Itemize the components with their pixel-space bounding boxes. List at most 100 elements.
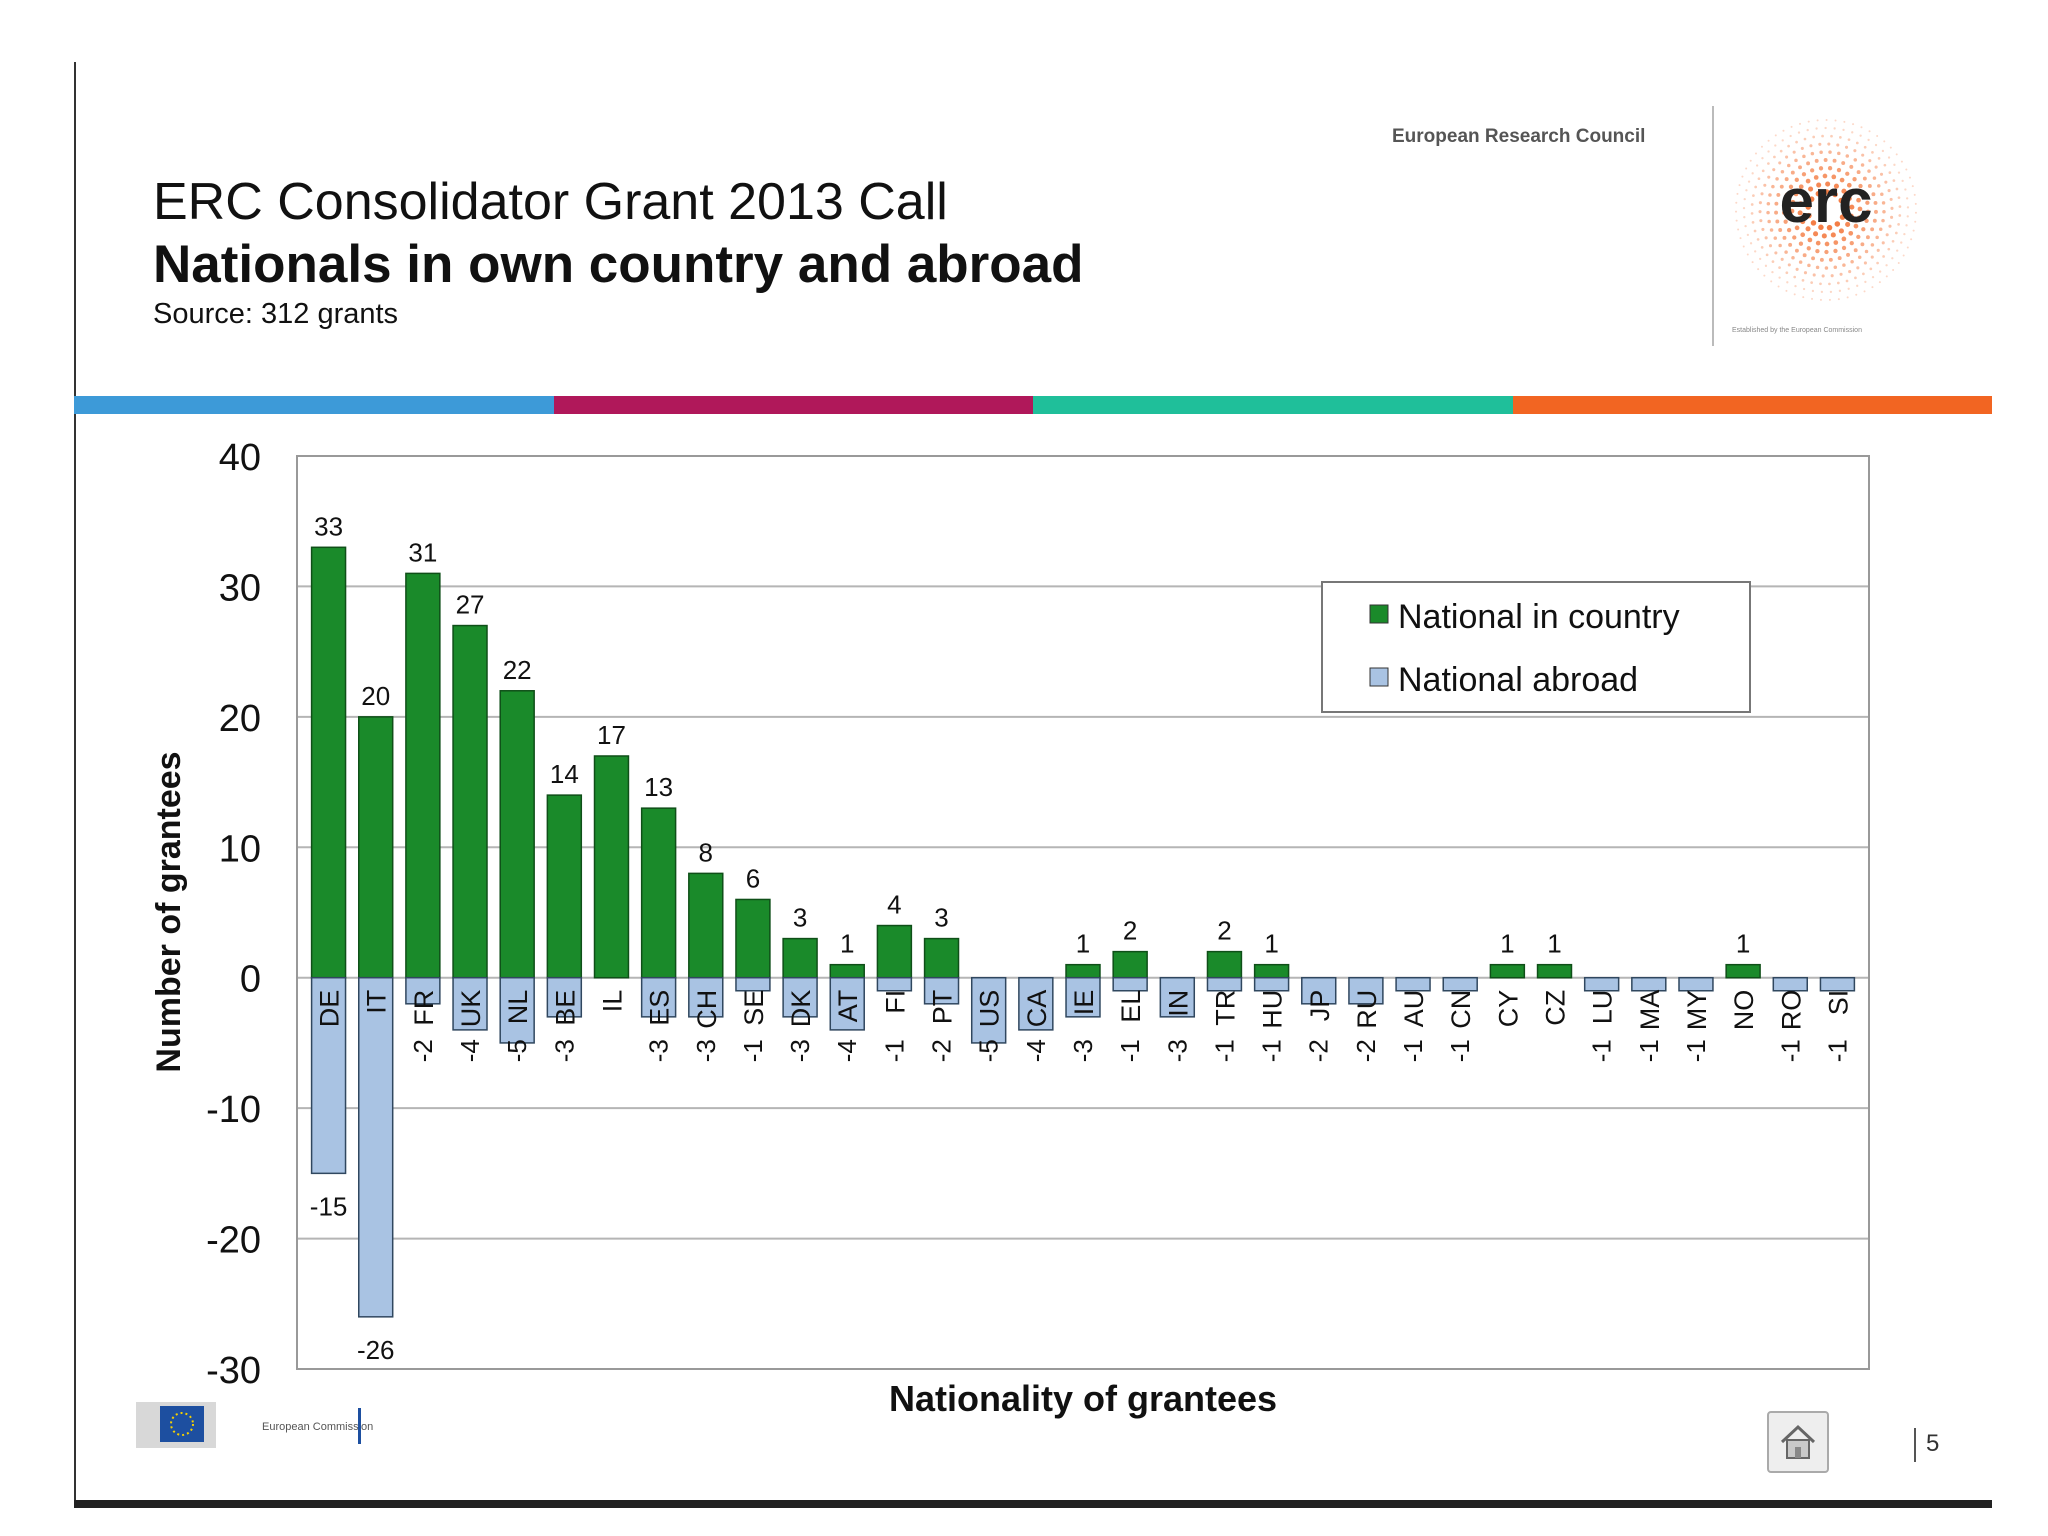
category-label: UK	[456, 990, 486, 1028]
data-label-abroad: -3	[785, 1039, 815, 1062]
bar-abroad-US	[970, 976, 1007, 1044]
y-tick-label: 30	[219, 567, 261, 609]
category-label: CZ	[1541, 990, 1571, 1026]
data-labels: 33-1520-2631-227-422-514-31713-38-36-13-…	[310, 511, 1853, 1365]
data-label-abroad: -3	[549, 1039, 579, 1062]
data-label-abroad: -4	[1021, 1039, 1051, 1062]
bar-in-country-DE	[310, 546, 347, 979]
data-label-abroad: -4	[832, 1039, 862, 1062]
data-label-in-country: 20	[361, 681, 390, 711]
data-label-abroad: -5	[502, 1039, 532, 1062]
y-axis-label: Number of grantees	[150, 751, 188, 1072]
bar-abroad-CH	[688, 976, 724, 1018]
bar-abroad-RO	[1772, 976, 1808, 992]
data-label-in-country: 27	[456, 590, 485, 620]
left-border-line	[74, 62, 76, 1508]
category-label: IT	[362, 990, 392, 1014]
category-label: ES	[645, 990, 675, 1026]
category-label: AU	[1399, 990, 1429, 1028]
data-label-abroad: -1	[879, 1039, 909, 1062]
legend-label-in-country: National in country	[1398, 598, 1680, 636]
category-labels: DE IT FR UK NL BE IL ES CH SE DK AT FI PT US CA IE EL IN TR…	[315, 990, 1854, 1031]
data-label-abroad: -1	[1398, 1039, 1428, 1062]
category-label: DE	[315, 990, 345, 1028]
data-label-abroad: -1	[1587, 1039, 1617, 1062]
data-label-abroad: -2	[927, 1039, 957, 1062]
data-label-abroad: -3	[644, 1039, 674, 1062]
category-label: JP	[1305, 990, 1335, 1022]
data-label-in-country: 1	[1264, 929, 1278, 959]
erc-council-name: European Research Council	[1392, 126, 1646, 147]
data-label-abroad: -2	[1304, 1039, 1334, 1062]
bar-in-country-IE	[1065, 963, 1101, 979]
data-label-abroad: -3	[691, 1039, 721, 1062]
data-label-abroad: -15	[310, 1191, 348, 1221]
bar-in-country-IT	[358, 716, 394, 979]
data-label-in-country: 1	[1076, 929, 1090, 959]
category-label: FR	[409, 990, 439, 1026]
data-label-abroad: -1	[1634, 1039, 1664, 1062]
page-number: 5	[1926, 1430, 1940, 1457]
bar-in-country-FR	[405, 572, 441, 979]
data-label-in-country: 13	[644, 772, 673, 802]
bar-in-country-ES	[640, 807, 677, 979]
home-button[interactable]	[1767, 1411, 1829, 1473]
color-stripe-bar	[74, 396, 1992, 414]
y-tick-label: 0	[240, 959, 261, 1001]
bar-in-country-PT	[923, 937, 960, 979]
bar-abroad-TR	[1206, 976, 1243, 992]
data-label-abroad: -1	[1209, 1039, 1239, 1062]
bar-in-country-BE	[546, 794, 583, 979]
bar-in-country-CY	[1489, 963, 1526, 979]
category-label: NL	[503, 990, 533, 1025]
european-commission-logo: European Commission	[136, 1402, 373, 1448]
data-label-abroad: -1	[1257, 1039, 1287, 1062]
bar-abroad-SI	[1819, 976, 1856, 992]
bar-abroad-CA	[1018, 976, 1054, 1031]
category-label: RO	[1776, 990, 1806, 1031]
legend: National in country National abroad	[1321, 581, 1751, 713]
category-label: TR	[1210, 990, 1240, 1026]
data-label-abroad: -1	[1445, 1039, 1475, 1062]
source-note: Source: 312 grants	[153, 298, 399, 330]
category-label: BE	[550, 990, 580, 1026]
category-label: DK	[786, 990, 816, 1028]
data-label-abroad: -1	[1681, 1039, 1711, 1062]
bar-abroad-EL	[1112, 976, 1148, 992]
x-axis-label: Nationality of grantees	[889, 1378, 1277, 1419]
y-tick-label: -20	[206, 1220, 261, 1262]
category-label: CY	[1493, 990, 1523, 1028]
bar-in-country-UK	[452, 624, 488, 979]
category-label: FI	[880, 990, 910, 1014]
stripe-magenta	[553, 396, 1033, 414]
category-label: CH	[692, 990, 722, 1029]
data-label-abroad: -1	[1775, 1039, 1805, 1062]
bar-abroad-HU	[1253, 976, 1290, 992]
bar-abroad-FI	[876, 976, 913, 992]
data-label-in-country: 1	[840, 929, 854, 959]
bar-in-country-SE	[735, 898, 771, 979]
data-label-abroad: -2	[1351, 1039, 1381, 1062]
data-label-abroad: -1	[738, 1039, 768, 1062]
data-label-in-country: 14	[550, 759, 579, 789]
data-label-abroad: -3	[1162, 1039, 1192, 1062]
bars	[310, 546, 1856, 1318]
category-label: HU	[1258, 990, 1288, 1029]
category-label: IL	[597, 990, 627, 1013]
data-label-in-country: 31	[408, 537, 437, 567]
bar-abroad-DK	[782, 976, 818, 1018]
logo-divider	[1712, 106, 1714, 346]
bar-in-country-NL	[499, 690, 535, 979]
bar-in-country-AT	[829, 963, 865, 979]
bar-abroad-MA	[1631, 976, 1667, 992]
category-label: PT	[928, 990, 958, 1025]
erc-logo-text: erc	[1779, 167, 1872, 236]
ec-logo-text: European Commission	[262, 1421, 373, 1433]
category-label: SI	[1823, 990, 1853, 1016]
data-label-abroad: -1	[1115, 1039, 1145, 1062]
bar-abroad-ES	[640, 976, 677, 1018]
bar-abroad-JP	[1301, 976, 1337, 1005]
category-label: CN	[1446, 990, 1476, 1029]
category-label: US	[975, 990, 1005, 1028]
data-label-abroad: -4	[455, 1039, 485, 1062]
